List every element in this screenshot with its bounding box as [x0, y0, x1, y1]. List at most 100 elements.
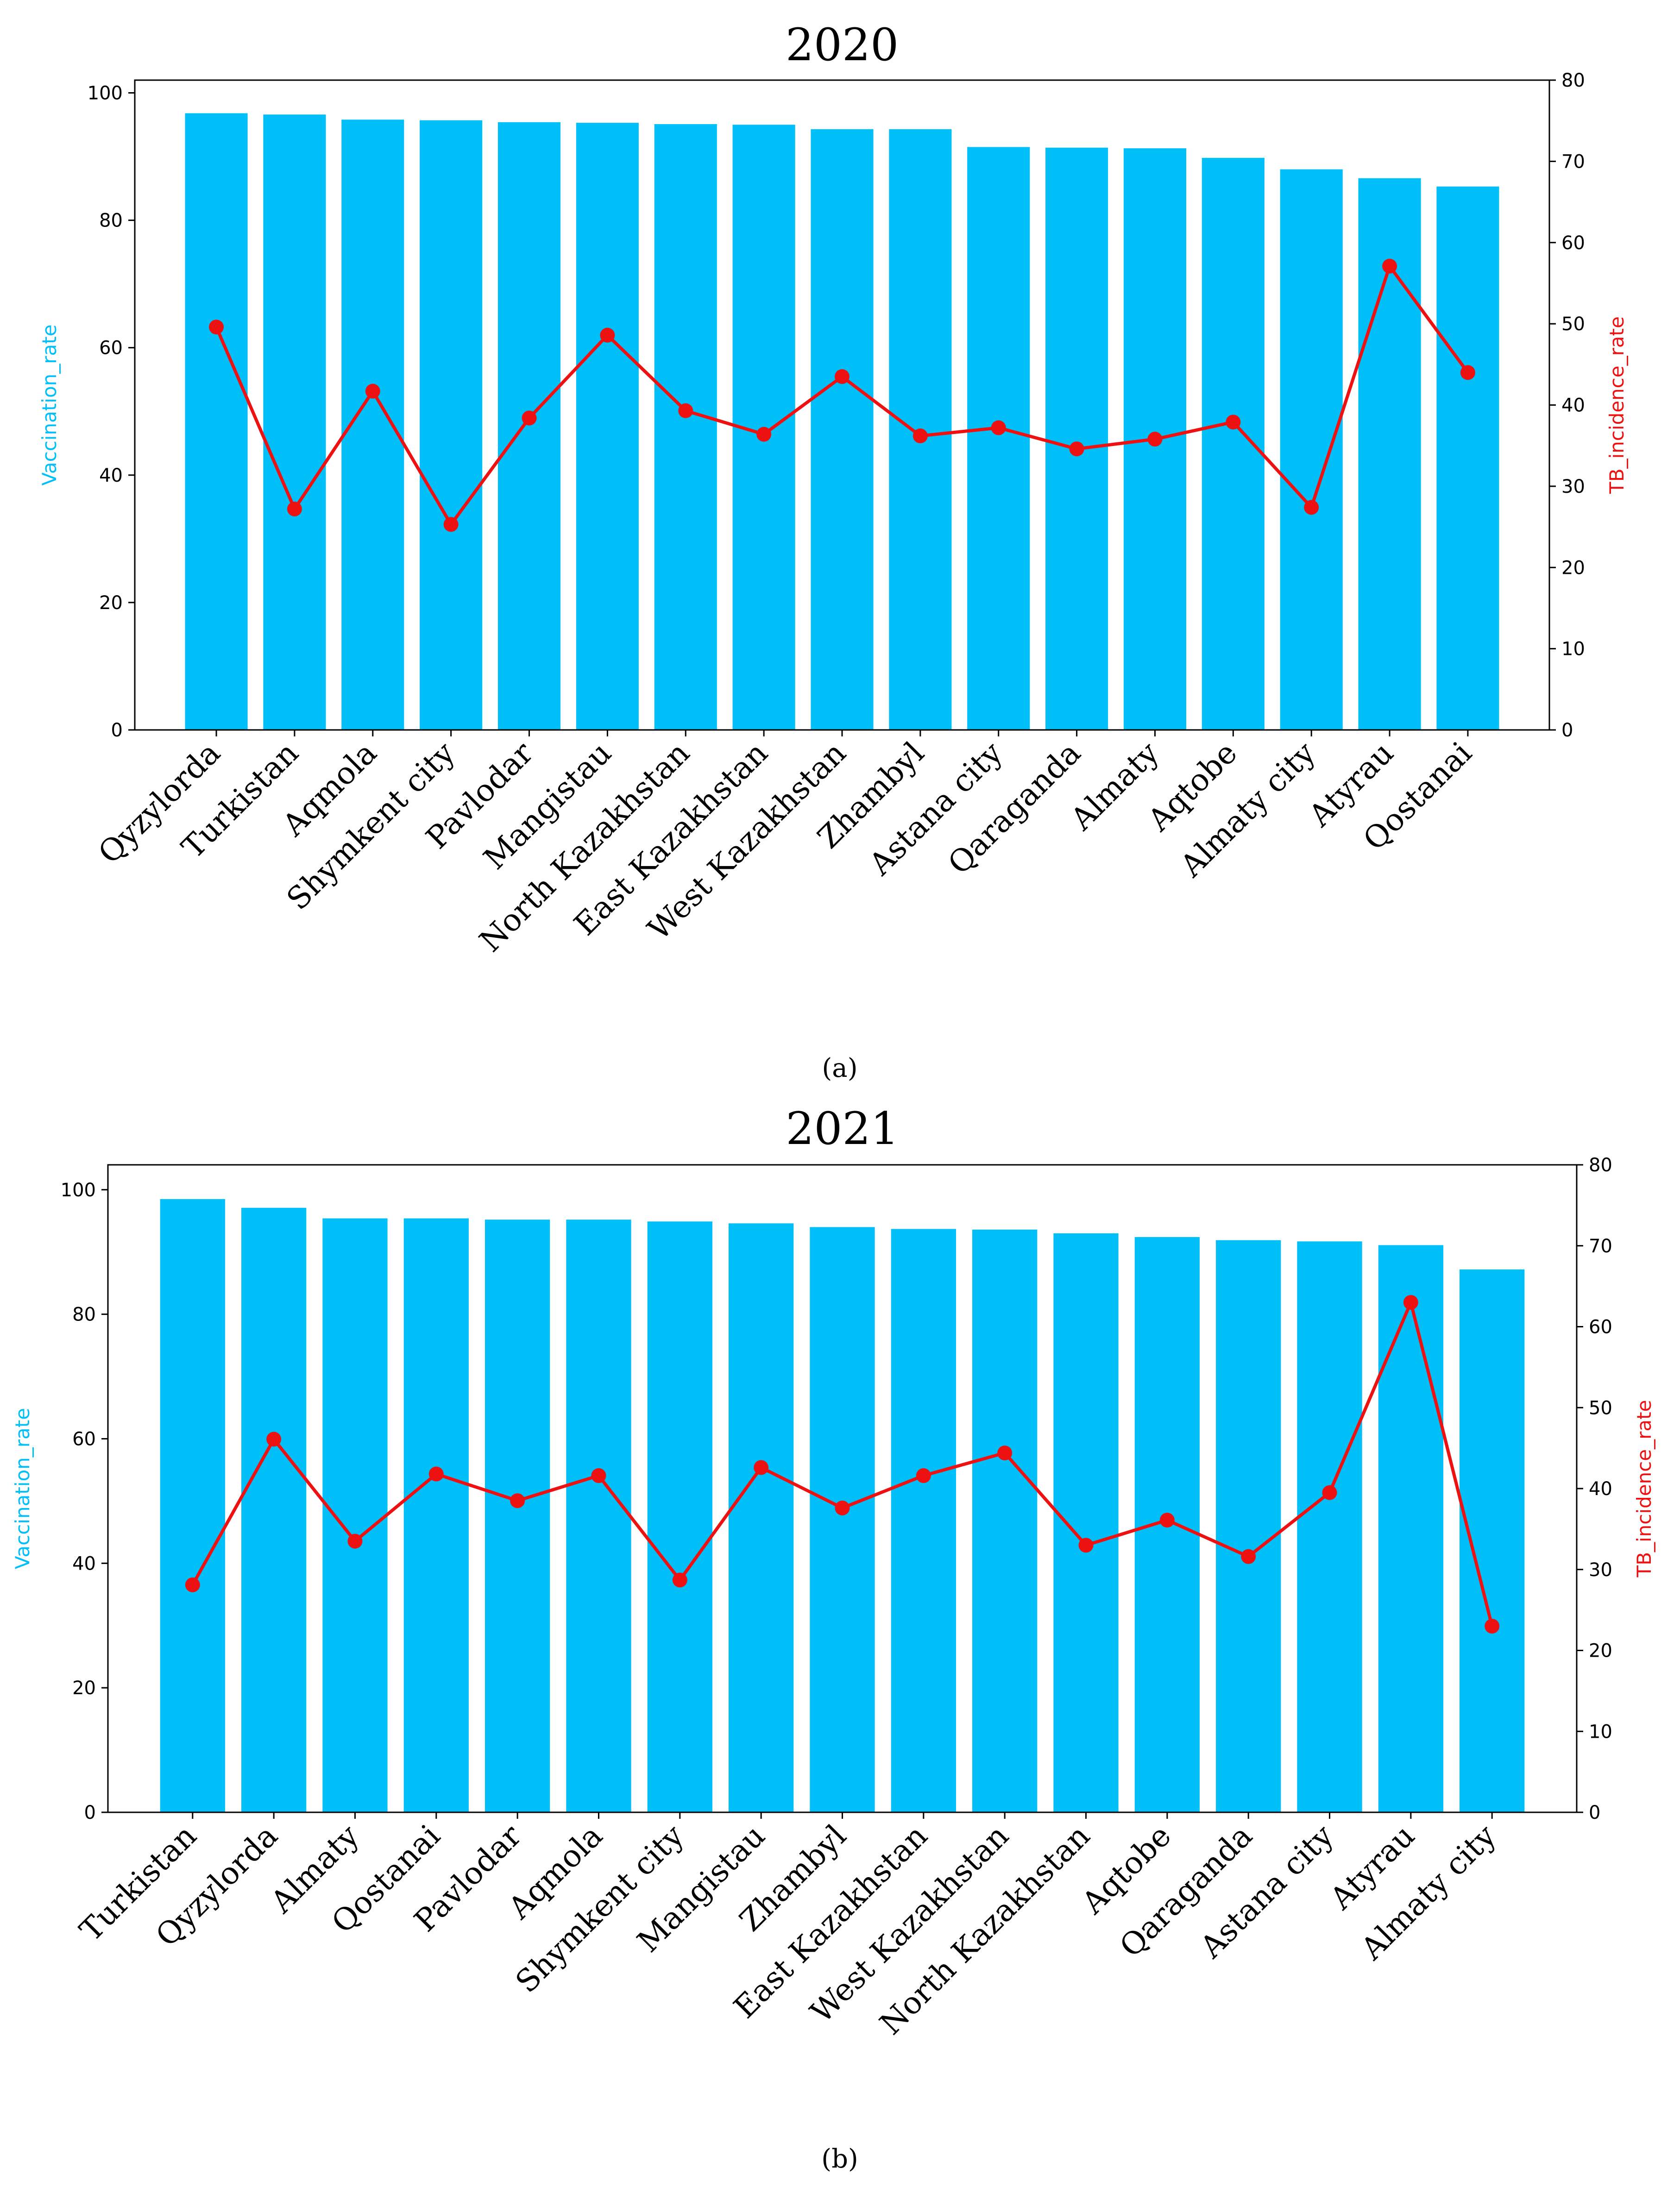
- tb-point-turkistan: [287, 501, 302, 516]
- bar-qostanai: [403, 1218, 469, 1812]
- bar-mangistau: [576, 123, 639, 730]
- chart-title: 2021: [786, 1103, 899, 1155]
- right-tick-label: 30: [1561, 476, 1585, 497]
- tb-point-north-kazakhstan: [678, 403, 693, 418]
- tb-point-qaraganda: [1241, 1549, 1256, 1564]
- panel-caption: (b): [821, 2144, 858, 2174]
- tb-point-west-kazakhstan: [997, 1445, 1013, 1461]
- bar-aqmola: [566, 1219, 631, 1812]
- bar-qaraganda: [1045, 147, 1108, 730]
- tb-point-qaraganda: [1069, 441, 1084, 457]
- bar-qostanai: [1436, 186, 1499, 730]
- tb-point-aqmola: [591, 1468, 606, 1483]
- tb-point-east-kazakhstan: [916, 1468, 931, 1483]
- left-tick-label: 0: [111, 720, 123, 741]
- tb-point-astana-city: [991, 420, 1006, 435]
- right-tick-label: 10: [1589, 1721, 1612, 1742]
- bar-almaty: [322, 1218, 388, 1812]
- tb-point-aqmola: [365, 383, 380, 399]
- bar-zhambyl: [810, 1227, 875, 1812]
- bar-qyzylorda: [241, 1207, 307, 1812]
- tb-point-astana-city: [1322, 1485, 1337, 1500]
- right-tick-label: 50: [1589, 1397, 1612, 1419]
- tb-point-zhambyl: [835, 1500, 850, 1515]
- tb-point-atyrau: [1382, 258, 1397, 274]
- left-tick-label: 100: [88, 83, 123, 104]
- bar-east-kazakhstan: [891, 1229, 956, 1812]
- tb-point-shymkent-city: [672, 1572, 687, 1588]
- left-tick-label: 0: [84, 1802, 96, 1823]
- chart-panel-1: 02040608010001020304050607080QyzylordaTu…: [38, 19, 1628, 1083]
- tb-point-pavlodar: [522, 410, 537, 426]
- tb-point-atyrau: [1403, 1295, 1418, 1310]
- tb-point-shymkent-city: [443, 517, 459, 532]
- bar-turkistan: [160, 1199, 225, 1812]
- right-tick-label: 10: [1561, 639, 1585, 660]
- bar-atyrau: [1378, 1245, 1443, 1812]
- bar-pavlodar: [497, 122, 561, 730]
- bar-mangistau: [729, 1223, 794, 1812]
- left-tick-label: 20: [72, 1678, 96, 1699]
- tb-point-qostanai: [428, 1466, 444, 1482]
- right-tick-label: 80: [1589, 1155, 1612, 1176]
- right-tick-label: 60: [1561, 233, 1585, 254]
- bar-astana-city: [1297, 1241, 1362, 1812]
- left-axis-label: Vaccination_rate: [38, 324, 61, 485]
- right-tick-label: 80: [1561, 70, 1585, 91]
- tb-point-aqtobe: [1226, 415, 1241, 430]
- left-tick-label: 40: [99, 465, 123, 486]
- bar-almaty-city: [1280, 169, 1343, 730]
- panel-caption: (a): [822, 1053, 857, 1083]
- left-tick-label: 80: [99, 210, 123, 232]
- bar-west-kazakhstan: [972, 1229, 1038, 1812]
- bar-qaraganda: [1216, 1240, 1281, 1812]
- left-axis-label: Vaccination_rate: [11, 1408, 34, 1569]
- tb-point-almaty-city: [1304, 500, 1319, 515]
- tb-point-qyzylorda: [266, 1432, 282, 1447]
- tb-point-zhambyl: [912, 428, 928, 444]
- left-tick-label: 100: [61, 1180, 96, 1201]
- bar-north-kazakhstan: [1053, 1233, 1119, 1812]
- right-axis-label: TB_incidence_rate: [1605, 316, 1628, 494]
- left-tick-label: 40: [72, 1553, 96, 1574]
- bar-north-kazakhstan: [654, 124, 717, 730]
- tb-point-almaty-city: [1485, 1619, 1500, 1634]
- right-tick-label: 40: [1589, 1478, 1612, 1500]
- bar-astana-city: [967, 147, 1030, 730]
- tb-point-pavlodar: [510, 1493, 525, 1508]
- bar-shymkent-city: [647, 1221, 712, 1812]
- left-tick-label: 20: [99, 592, 123, 614]
- right-tick-label: 50: [1561, 314, 1585, 335]
- tb-point-west-kazakhstan: [835, 369, 849, 384]
- tb-point-qostanai: [1460, 365, 1475, 380]
- tb-point-east-kazakhstan: [756, 427, 772, 442]
- right-tick-label: 20: [1561, 557, 1585, 578]
- bar-qyzylorda: [185, 113, 248, 730]
- bar-shymkent-city: [420, 120, 483, 730]
- right-tick-label: 0: [1589, 1802, 1600, 1823]
- bar-turkistan: [263, 114, 326, 730]
- tb-point-turkistan: [185, 1577, 200, 1592]
- bar-pavlodar: [485, 1219, 550, 1812]
- chart-title: 2020: [786, 19, 899, 71]
- tb-point-qyzylorda: [209, 320, 224, 335]
- chart-panel-2: 02040608010001020304050607080TurkistanQy…: [11, 1103, 1655, 2174]
- right-tick-label: 20: [1589, 1640, 1612, 1662]
- tb-point-mangistau: [600, 327, 615, 343]
- right-tick-label: 70: [1589, 1236, 1612, 1257]
- tb-point-mangistau: [754, 1460, 769, 1475]
- right-tick-label: 40: [1561, 395, 1585, 416]
- left-tick-label: 80: [72, 1304, 96, 1326]
- x-tick-label: Almaty city: [1173, 735, 1323, 884]
- right-tick-label: 0: [1561, 720, 1573, 741]
- right-tick-label: 30: [1589, 1559, 1612, 1581]
- tb-point-almaty: [1147, 432, 1163, 447]
- bar-west-kazakhstan: [811, 129, 874, 730]
- tb-point-almaty: [347, 1533, 363, 1549]
- left-tick-label: 60: [72, 1428, 96, 1450]
- tb-point-aqtobe: [1159, 1513, 1175, 1528]
- right-axis-label: TB_incidence_rate: [1633, 1400, 1655, 1578]
- tb-point-north-kazakhstan: [1078, 1538, 1094, 1553]
